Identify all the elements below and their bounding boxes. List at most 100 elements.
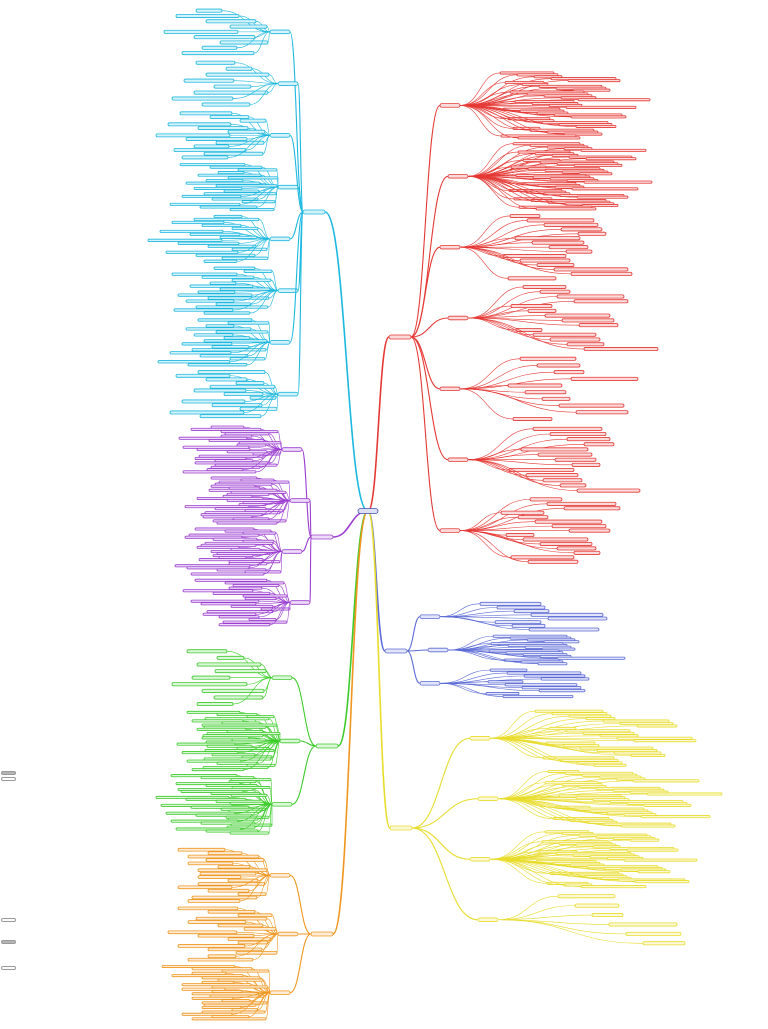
branch-blue-group-2[interactable] — [419, 681, 441, 686]
branch-cyan-group-7[interactable] — [277, 391, 299, 397]
branch-purple-node-3-3[interactable] — [228, 586, 263, 590]
branch-cyan-node-4-1[interactable] — [193, 217, 260, 222]
branch-cyan-group-0[interactable] — [269, 29, 291, 35]
branch-green-node-1-23[interactable] — [186, 759, 242, 763]
branch-blue[interactable] — [384, 648, 408, 654]
branch-cyan-node-4-13[interactable] — [195, 253, 256, 257]
branch-yellow-node-0-8[interactable] — [565, 729, 631, 733]
branch-yellow-node-0-21[interactable] — [576, 761, 623, 765]
branch-yellow-node-2-30[interactable] — [634, 880, 690, 884]
branch-orange-node-2-4[interactable] — [171, 974, 244, 978]
branch-green-node-0-4[interactable] — [191, 675, 231, 680]
branch-red[interactable] — [388, 334, 412, 340]
branch-orange-node-1-4[interactable] — [187, 920, 247, 924]
branch-green-node-1-1[interactable] — [216, 713, 258, 717]
branch-red-node-3-11[interactable] — [549, 337, 601, 342]
branch-orange-node-2-14[interactable] — [191, 996, 234, 1000]
branch-red-node-5-3[interactable] — [583, 442, 615, 447]
branch-yellow-node-3-4[interactable] — [625, 931, 682, 936]
branch-red-node-4-0[interactable] — [519, 356, 577, 361]
branch-cyan-node-7-8[interactable] — [181, 399, 246, 404]
branch-cyan-node-1-2[interactable] — [205, 72, 270, 77]
branch-yellow-node-2-33[interactable] — [580, 885, 647, 889]
branch-red-node-4-5[interactable] — [524, 390, 567, 395]
branch-red-node-5-5[interactable] — [537, 452, 593, 457]
branch-red-node-2-11[interactable] — [536, 262, 575, 267]
branch-cyan-node-7-0[interactable] — [197, 370, 266, 375]
branch-orange-node-1-2[interactable] — [237, 913, 273, 918]
branch-yellow-node-0-11[interactable] — [616, 736, 693, 740]
branch-orange-node-0-7[interactable] — [199, 871, 257, 876]
branch-green-node-0-0[interactable] — [186, 649, 228, 654]
branch-yellow-node-0-7[interactable] — [548, 726, 577, 730]
branch-orange-node-2-9[interactable] — [211, 985, 269, 989]
branch-orange-node-2-23[interactable] — [191, 1017, 267, 1021]
branch-green-node-1-15[interactable] — [176, 742, 236, 746]
branch-cyan-node-4-8[interactable] — [147, 238, 223, 242]
branch-red-node-1-39[interactable] — [535, 207, 597, 211]
branch-cyan-node-6-7[interactable] — [203, 339, 268, 343]
branch-green-node-1-18[interactable] — [204, 749, 275, 753]
branch-purple[interactable] — [310, 534, 334, 540]
branch-red-group-0[interactable] — [439, 103, 461, 108]
branch-cyan-node-4-4[interactable] — [231, 226, 259, 231]
branch-cyan-node-4-5[interactable] — [159, 229, 224, 234]
branch-red-node-3-9[interactable] — [515, 327, 543, 332]
branch-purple-node-3-7[interactable] — [244, 597, 277, 601]
branch-cyan-group-6[interactable] — [269, 340, 291, 345]
branch-blue-node-2-8[interactable] — [485, 692, 520, 696]
branch-red-node-6-8[interactable] — [505, 533, 535, 538]
branch-red-node-5-4[interactable] — [520, 447, 589, 452]
branch-cyan-node-5-3[interactable] — [201, 275, 255, 279]
branch-red-node-6-7[interactable] — [568, 528, 611, 533]
branch-red-node-2-9[interactable] — [502, 254, 567, 259]
branch-blue-node-0-5[interactable] — [494, 620, 542, 625]
branch-green-node-1-8[interactable] — [196, 727, 247, 731]
branch-cyan-node-4-10[interactable] — [207, 244, 257, 248]
branch-green-node-0-1[interactable] — [216, 655, 245, 660]
branch-yellow-node-1-5[interactable] — [632, 779, 700, 783]
branch-red-node-5-10[interactable] — [542, 478, 583, 483]
branch-red-node-2-2[interactable] — [543, 222, 599, 227]
branch-red-node-5-12[interactable] — [576, 488, 641, 493]
branch-cyan-group-5[interactable] — [277, 288, 299, 293]
branch-yellow-node-0-12[interactable] — [633, 739, 697, 743]
branch-blue-node-0-3[interactable] — [530, 612, 604, 617]
branch-cyan-node-0-2[interactable] — [205, 19, 257, 24]
branch-red-node-1-4[interactable] — [580, 148, 647, 152]
branch-orange-node-2-6[interactable] — [217, 978, 264, 982]
branch-cyan-node-0-1[interactable] — [175, 13, 240, 18]
branch-cyan-node-5-5[interactable] — [209, 281, 237, 285]
branch-cyan-node-3-7[interactable] — [185, 181, 261, 185]
branch-yellow-node-0-15[interactable] — [579, 746, 654, 750]
branch-red-node-4-2[interactable] — [553, 370, 585, 375]
branch-red-node-0-28[interactable] — [575, 124, 617, 128]
branch-purple-node-3-9[interactable] — [200, 602, 257, 606]
branch-yellow-node-0-17[interactable] — [613, 751, 662, 755]
branch-green-group-0[interactable] — [271, 675, 293, 680]
branch-cyan-node-6-14[interactable] — [157, 360, 231, 364]
branch-cyan-node-5-11[interactable] — [185, 299, 235, 303]
branch-red-node-3-13[interactable] — [583, 347, 659, 352]
branch-cyan-node-3-11[interactable] — [203, 192, 277, 196]
branch-yellow-node-3-0[interactable] — [557, 894, 616, 899]
branch-cyan-node-3-9[interactable] — [193, 186, 243, 190]
branch-green-node-1-4[interactable] — [191, 719, 244, 723]
branch-green-node-1-19[interactable] — [181, 751, 239, 755]
branch-orange-group-2[interactable] — [269, 990, 291, 995]
branch-blue-group-0[interactable] — [419, 614, 441, 619]
branch-red-node-2-4[interactable] — [577, 231, 607, 236]
branch-red-node-5-2[interactable] — [566, 437, 611, 442]
branch-red-node-1-27[interactable] — [571, 187, 639, 191]
branch-cyan-node-6-0[interactable] — [197, 318, 253, 322]
branch-orange-node-2-13[interactable] — [209, 994, 265, 998]
branch-red-node-3-0[interactable] — [522, 284, 567, 289]
branch-blue-node-0-2[interactable] — [513, 609, 550, 614]
branch-purple-node-3-4[interactable] — [182, 589, 254, 593]
branch-orange-node-1-1[interactable] — [207, 909, 256, 914]
branch-orange-node-1-9[interactable] — [227, 937, 272, 941]
branch-yellow[interactable] — [389, 825, 413, 831]
branch-green-node-2-29[interactable] — [229, 831, 270, 835]
branch-orange-node-1-13[interactable] — [235, 950, 278, 955]
branch-purple-node-3-15[interactable] — [248, 617, 277, 621]
